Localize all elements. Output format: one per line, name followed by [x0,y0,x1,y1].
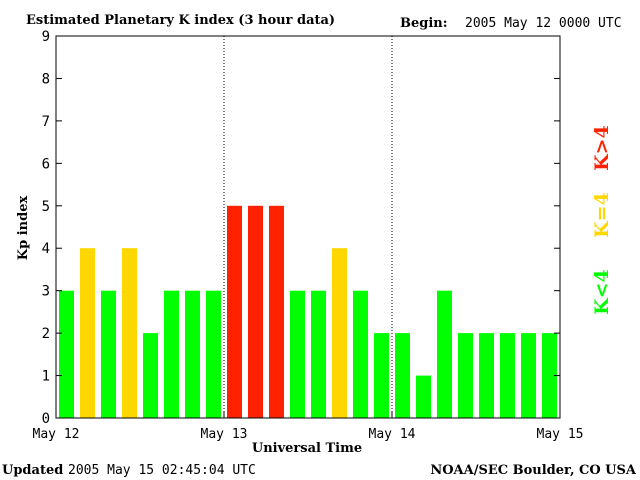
bar-14 [353,290,368,418]
y-tick-label-4: 4 [42,241,50,257]
bar-1 [80,248,95,418]
x-tick-label-2: May 14 [369,427,416,442]
y-tick-label-9: 9 [42,29,50,45]
x-tick-label-0: May 12 [33,427,80,442]
y-tick-label-3: 3 [42,284,50,300]
chart-title: Estimated Planetary K index (3 hour data… [26,13,335,28]
bar-15 [374,333,389,418]
bar-12 [311,290,326,418]
y-tick-label-0: 0 [42,411,50,427]
bar-21 [500,333,515,418]
legend-low: K<4 [591,269,613,315]
y-tick-label-7: 7 [42,114,50,130]
x-axis-label: Universal Time [252,441,362,456]
bar-16 [395,333,410,418]
bar-6 [185,290,200,418]
y-tick-label-2: 2 [42,326,50,342]
y-tick-label-1: 1 [42,369,50,385]
x-tick-label-3: May 15 [537,427,584,442]
y-tick-label-6: 6 [42,156,50,172]
bar-5 [164,290,179,418]
bar-4 [143,333,158,418]
bar-18 [437,290,452,418]
bar-19 [458,333,473,418]
bar-9 [248,205,263,418]
bar-22 [521,333,536,418]
bar-17 [416,375,431,418]
plot-area: 0 1 2 3 4 5 6 7 8 9 May 12 May 13 May 14 May 15 [33,29,584,442]
plot-frame [55,35,561,419]
y-axis-label: Kp index [16,196,31,261]
bar-7 [206,290,221,418]
y-tick-label-8: 8 [42,71,50,87]
bar-3 [122,248,137,418]
source-credit: NOAA/SEC Boulder, CO USA [430,463,637,478]
y-tick-label-5: 5 [42,199,50,215]
bar-20 [479,333,494,418]
begin-label: Begin: [400,16,448,31]
updated-label: Updated [2,463,63,478]
x-tick-label-1: May 13 [201,427,248,442]
bar-11 [290,290,305,418]
legend-equal: K=4 [591,192,613,238]
updated-value: 2005 May 15 02:45:04 UTC [68,463,256,478]
bar-2 [101,290,116,418]
legend-high: K>4 [591,125,613,171]
bar-10 [269,205,284,418]
bar-13 [332,248,347,418]
bar-0 [59,290,74,418]
bar-8 [227,205,242,418]
begin-value: 2005 May 12 0000 UTC [465,16,622,31]
bar-23 [542,333,557,418]
